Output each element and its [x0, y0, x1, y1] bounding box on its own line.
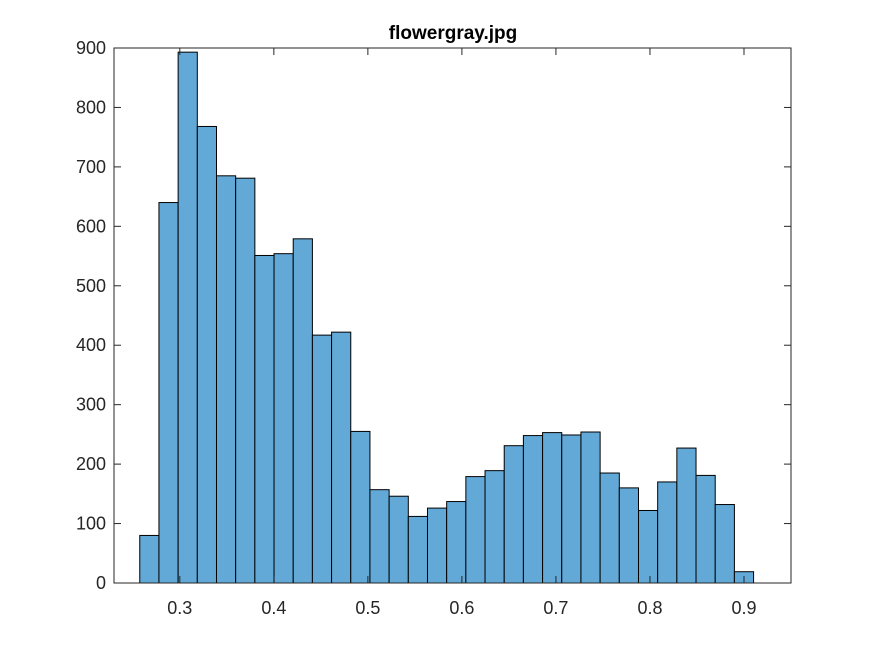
- y-tick-label: 100: [76, 514, 106, 534]
- histogram-bar: [273, 253, 294, 584]
- y-tick-label: 700: [76, 157, 106, 177]
- x-tick-label: 0.8: [637, 598, 662, 618]
- y-tick-label: 600: [76, 216, 106, 236]
- histogram-bar: [484, 470, 505, 584]
- x-tick-label: 0.6: [449, 598, 474, 618]
- histogram-bar: [714, 504, 735, 584]
- x-tick-label: 0.4: [261, 598, 286, 618]
- x-tick-label: 0.5: [355, 598, 380, 618]
- histogram-bar: [503, 445, 524, 584]
- y-tick-label: 0: [96, 573, 106, 593]
- histogram-bar: [618, 487, 639, 584]
- x-tick-label: 0.9: [731, 598, 756, 618]
- x-tick-label: 0.7: [543, 598, 568, 618]
- histogram-bar: [350, 430, 371, 584]
- histogram-bar: [177, 51, 198, 584]
- histogram-bar: [407, 515, 428, 584]
- y-tick-label: 400: [76, 335, 106, 355]
- histogram-bar: [522, 435, 544, 584]
- histogram-bar: [139, 534, 160, 584]
- y-tick-label: 900: [76, 38, 106, 58]
- histogram-bar: [599, 472, 620, 584]
- histogram-bar: [580, 431, 601, 584]
- histogram-bar: [235, 177, 256, 584]
- y-tick-label: 800: [76, 97, 106, 117]
- histogram-bar: [215, 175, 237, 584]
- y-tick-label: 500: [76, 276, 106, 296]
- ticks-group: [114, 47, 791, 584]
- histogram-bar: [311, 334, 333, 584]
- bars-group: [139, 51, 755, 584]
- histogram-bar: [637, 509, 659, 584]
- x-tick-labels: 0.3 0.4 0.5 0.6 0.7 0.8 0.9: [167, 598, 756, 618]
- x-tick-label: 0.3: [167, 598, 192, 618]
- histogram-bar: [254, 254, 275, 584]
- y-tick-label: 300: [76, 395, 106, 415]
- histogram-bar: [158, 202, 179, 584]
- axes-box: [113, 47, 792, 584]
- histogram-bar: [369, 489, 390, 584]
- histogram-bar: [331, 331, 352, 584]
- histogram-bar: [446, 501, 467, 584]
- histogram-bar: [676, 447, 697, 584]
- histogram-bar: [657, 481, 678, 584]
- histogram-bar: [388, 495, 409, 584]
- histogram-bar: [292, 238, 313, 584]
- histogram-bar: [465, 476, 486, 584]
- histogram-bar: [196, 125, 217, 584]
- histogram-bar: [542, 432, 563, 584]
- chart-title: flowergray.jpg: [389, 23, 517, 44]
- histogram-bar: [561, 434, 582, 584]
- y-tick-labels: 0 100 200 300 400 500 600 700 800 900: [76, 38, 106, 593]
- histogram-bar: [695, 474, 716, 584]
- y-tick-label: 200: [76, 454, 106, 474]
- histogram-bar: [426, 507, 448, 584]
